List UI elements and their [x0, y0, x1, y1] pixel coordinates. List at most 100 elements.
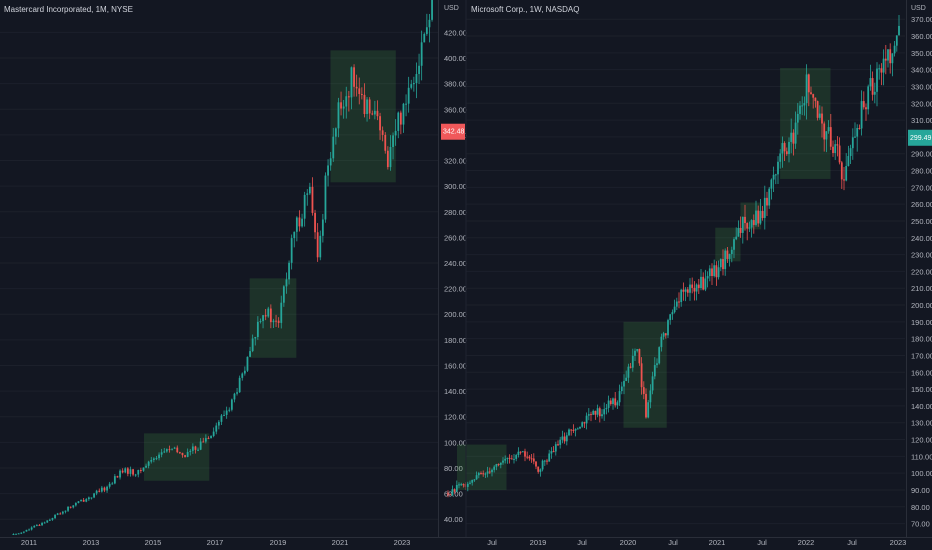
candle-body-down [449, 493, 452, 495]
last-price-tag [908, 129, 932, 146]
candle-body-down [609, 400, 612, 405]
candle-body-down [98, 490, 101, 492]
candle-body-down [38, 524, 41, 526]
candle-body-up [272, 320, 275, 323]
candle-body-up [20, 532, 23, 534]
y-tick-label: 230.00 [911, 251, 932, 260]
candle-body-up [700, 276, 702, 288]
candle-body-down [386, 150, 389, 168]
candle-body-down [726, 250, 729, 259]
candle-body-up [550, 451, 553, 454]
candle-body-up [741, 216, 744, 233]
panel-microsoft: 70.00 80.00 90.00 100.00 110.00 120.00 130.00 1… [447, 5, 932, 547]
candle-body-down [757, 210, 760, 224]
candle-body-up [256, 321, 259, 337]
candle-body-up [342, 106, 345, 109]
candle-body-up [51, 518, 54, 520]
highlight-box [144, 433, 210, 481]
y-tick-label: 80.00 [911, 503, 930, 512]
candle-body-down [482, 473, 485, 475]
candle-body-up [415, 73, 418, 84]
highlight-box [457, 444, 507, 490]
candle-body-up [267, 308, 270, 317]
candle-body-up [251, 338, 254, 352]
candle-body-down [884, 58, 887, 61]
candle-body-down [832, 146, 834, 154]
candle-body-up [345, 96, 348, 107]
candle-body-up [321, 219, 324, 236]
candle-body-up [373, 110, 376, 115]
candle-body-down [785, 151, 788, 155]
candle-body-up [891, 53, 894, 64]
candle-body-up [308, 186, 311, 194]
highlight-box [249, 278, 297, 358]
candle-body-up [799, 105, 801, 114]
candle-body-up [460, 484, 463, 486]
candle-body-up [486, 471, 489, 474]
y-tick-label: 350.00 [911, 49, 932, 58]
candle-body-up [662, 333, 665, 337]
x-tick-label: 2021 [709, 538, 726, 547]
candle-body-down [526, 456, 529, 458]
candle-body-down [207, 438, 210, 440]
candle-body-up [67, 506, 69, 511]
candle-body-up [33, 525, 36, 528]
candle-body-up [295, 217, 298, 232]
candle-body-down [194, 446, 197, 450]
candle-body-up [539, 469, 542, 472]
candle-body-down [371, 113, 374, 115]
candle-body-up [876, 68, 878, 92]
candle-body-down [889, 49, 892, 64]
last-price-label: 299.49 [910, 135, 932, 142]
candle-body-up [466, 483, 469, 487]
candle-body-up [332, 136, 335, 159]
panel-mastercard: 40.00 60.00 80.00 100.00 120.00 140.00 160.00 1… [0, 0, 467, 547]
candle-body-down [69, 506, 72, 508]
candle-body-up [451, 489, 454, 495]
y-tick-label: 260.00 [911, 200, 932, 209]
candle-body-up [805, 74, 808, 104]
candle-body-down [535, 461, 537, 467]
candle-body-up [585, 415, 588, 424]
y-tick-label: 200.00 [444, 310, 467, 319]
candle-body-up [867, 86, 870, 110]
candle-body-down [829, 127, 832, 147]
candle-body-up [246, 356, 249, 371]
candle-body-up [605, 407, 608, 410]
y-tick-label: 260.00 [444, 233, 467, 242]
candle-body-up [631, 355, 634, 368]
candle-body-up [392, 135, 394, 147]
candle-body-down [810, 92, 812, 95]
candle-body-down [275, 320, 277, 322]
candle-body-down [353, 67, 355, 87]
candle-body-up [290, 238, 293, 263]
x-tick-label: Jul [668, 538, 678, 547]
candle-body-down [711, 268, 713, 277]
candle-body-up [781, 143, 784, 154]
candle-body-down [686, 289, 689, 293]
candle-body-down [116, 476, 119, 478]
candle-body-up [541, 460, 544, 470]
candle-body-up [618, 391, 621, 403]
candle-body-up [220, 415, 223, 422]
y-tick-label: 90.00 [911, 486, 930, 495]
currency-label: USD [911, 5, 926, 12]
y-tick-label: 110.00 [911, 452, 932, 461]
y-tick-label: 240.00 [444, 259, 467, 268]
candle-body-up [137, 470, 140, 475]
y-tick-label: 300.00 [444, 182, 467, 191]
candle-body-up [15, 533, 17, 535]
candle-body-up [288, 262, 290, 280]
candle-body-up [366, 99, 368, 115]
candle-body-up [95, 490, 98, 494]
candle-body-up [197, 449, 199, 451]
y-tick-label: 100.00 [444, 438, 467, 447]
y-tick-label: 180.00 [911, 335, 932, 344]
candle-body-up [43, 522, 46, 524]
x-tick-label: 2022 [798, 538, 815, 547]
candle-body-up [603, 409, 606, 415]
candle-body-up [737, 227, 740, 237]
candle-body-up [111, 483, 114, 485]
candle-body-up [134, 474, 137, 476]
candle-body-down [132, 469, 134, 475]
